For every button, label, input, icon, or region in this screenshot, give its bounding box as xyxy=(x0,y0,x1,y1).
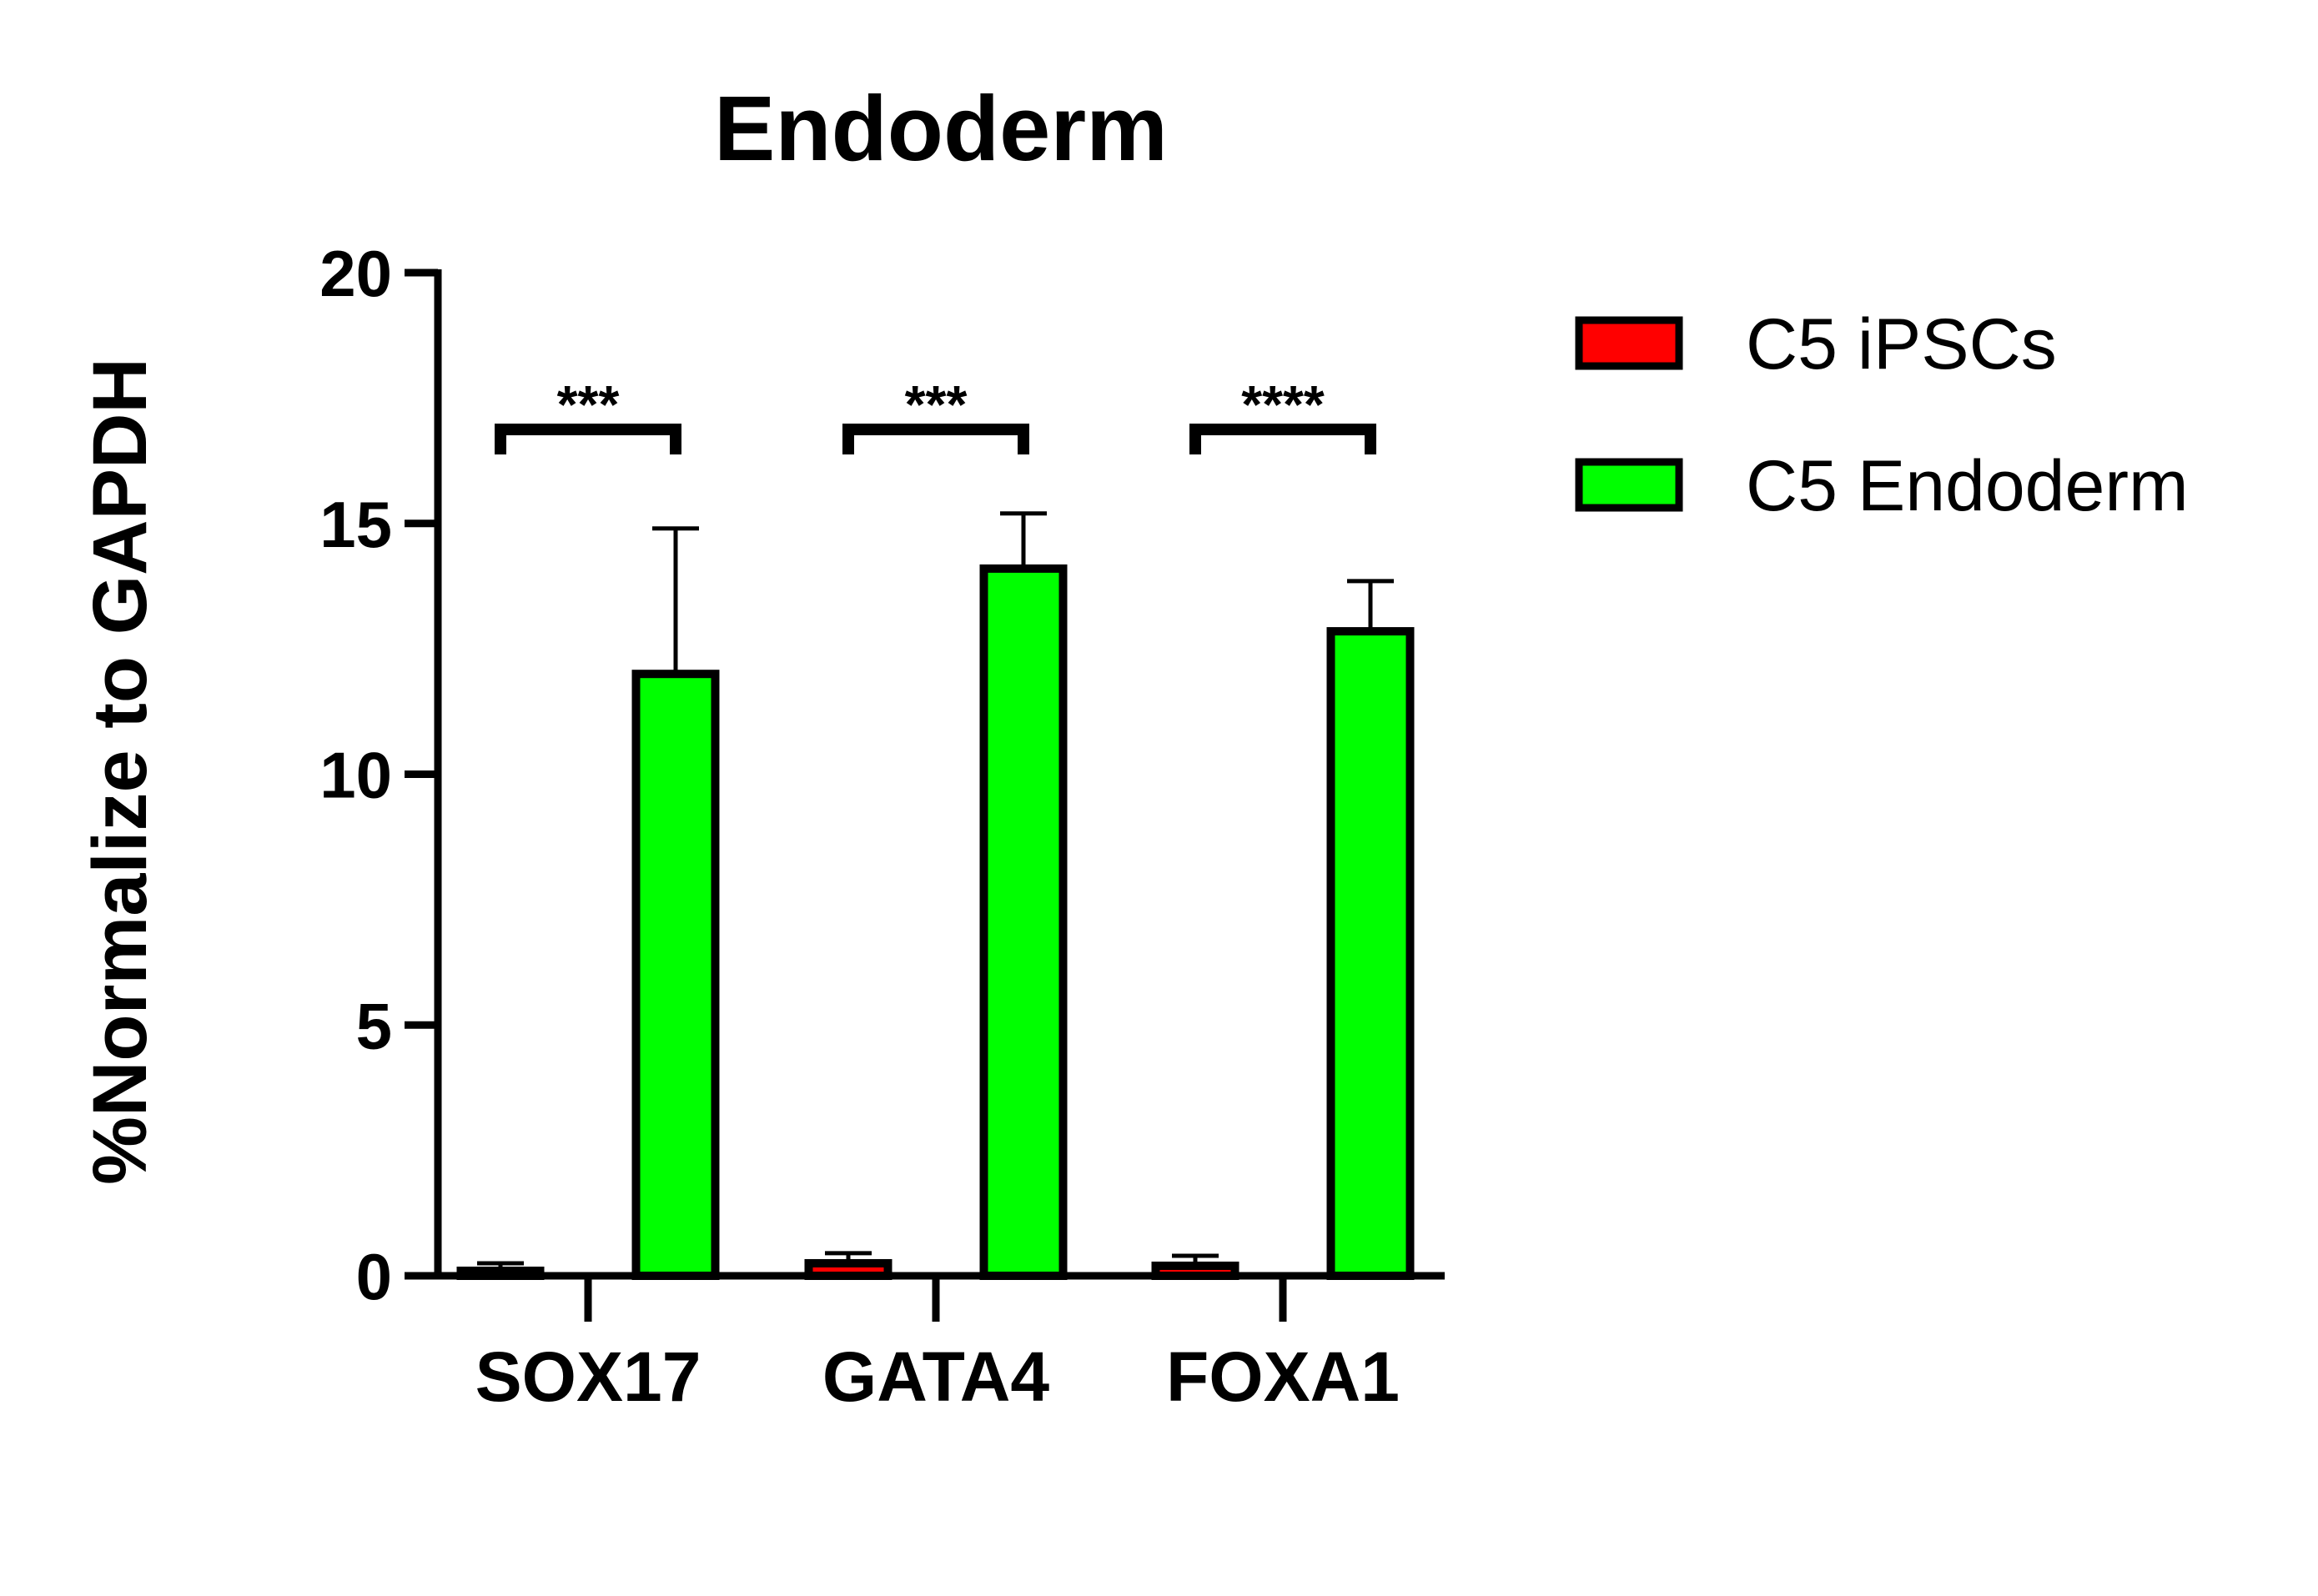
significance-bracket-gata4 xyxy=(842,424,1029,454)
x-tick-label-foxa1: FOXA1 xyxy=(1166,1338,1400,1416)
y-tick-label-0: 0 xyxy=(356,1240,392,1313)
significance-label-sox17: *** xyxy=(557,374,620,434)
y-tick-label-15: 15 xyxy=(319,488,392,561)
significance-label-foxa1: **** xyxy=(1241,374,1325,434)
y-tick-label-5: 5 xyxy=(356,989,392,1062)
legend-swatch-0 xyxy=(1575,316,1683,370)
legend-swatch-1 xyxy=(1575,458,1683,512)
axes: 0 5 10 15 20 SOX17 GATA4 FOXA1 xyxy=(319,237,1445,1416)
y-tick-label-10: 10 xyxy=(319,739,392,812)
y-tick-label-20: 20 xyxy=(319,237,392,310)
significance-bracket-foxa1 xyxy=(1189,424,1376,454)
bar-foxa1-s0 xyxy=(1151,1261,1239,1280)
y-axis-label: %Normalize to GAPDH xyxy=(78,358,163,1185)
legend: C5 iPSCs C5 Endoderm xyxy=(1575,304,2189,526)
x-tick-label-gata4: GATA4 xyxy=(822,1338,1050,1416)
bar-foxa1-s1 xyxy=(1326,627,1415,1280)
chart-title: Endoderm xyxy=(714,78,1168,180)
bar-sox17-s0 xyxy=(456,1266,545,1280)
bars-group: *** *** **** xyxy=(456,374,1415,1281)
legend-label-1: C5 Endoderm xyxy=(1746,446,2189,526)
bar-sox17-s1 xyxy=(631,670,720,1280)
bar-gata4-s1 xyxy=(979,564,1068,1280)
significance-label-gata4: *** xyxy=(905,374,968,434)
bar-gata4-s0 xyxy=(804,1258,893,1281)
legend-label-0: C5 iPSCs xyxy=(1746,304,2057,384)
significance-bracket-sox17 xyxy=(495,424,681,454)
x-tick-label-sox17: SOX17 xyxy=(475,1338,701,1416)
